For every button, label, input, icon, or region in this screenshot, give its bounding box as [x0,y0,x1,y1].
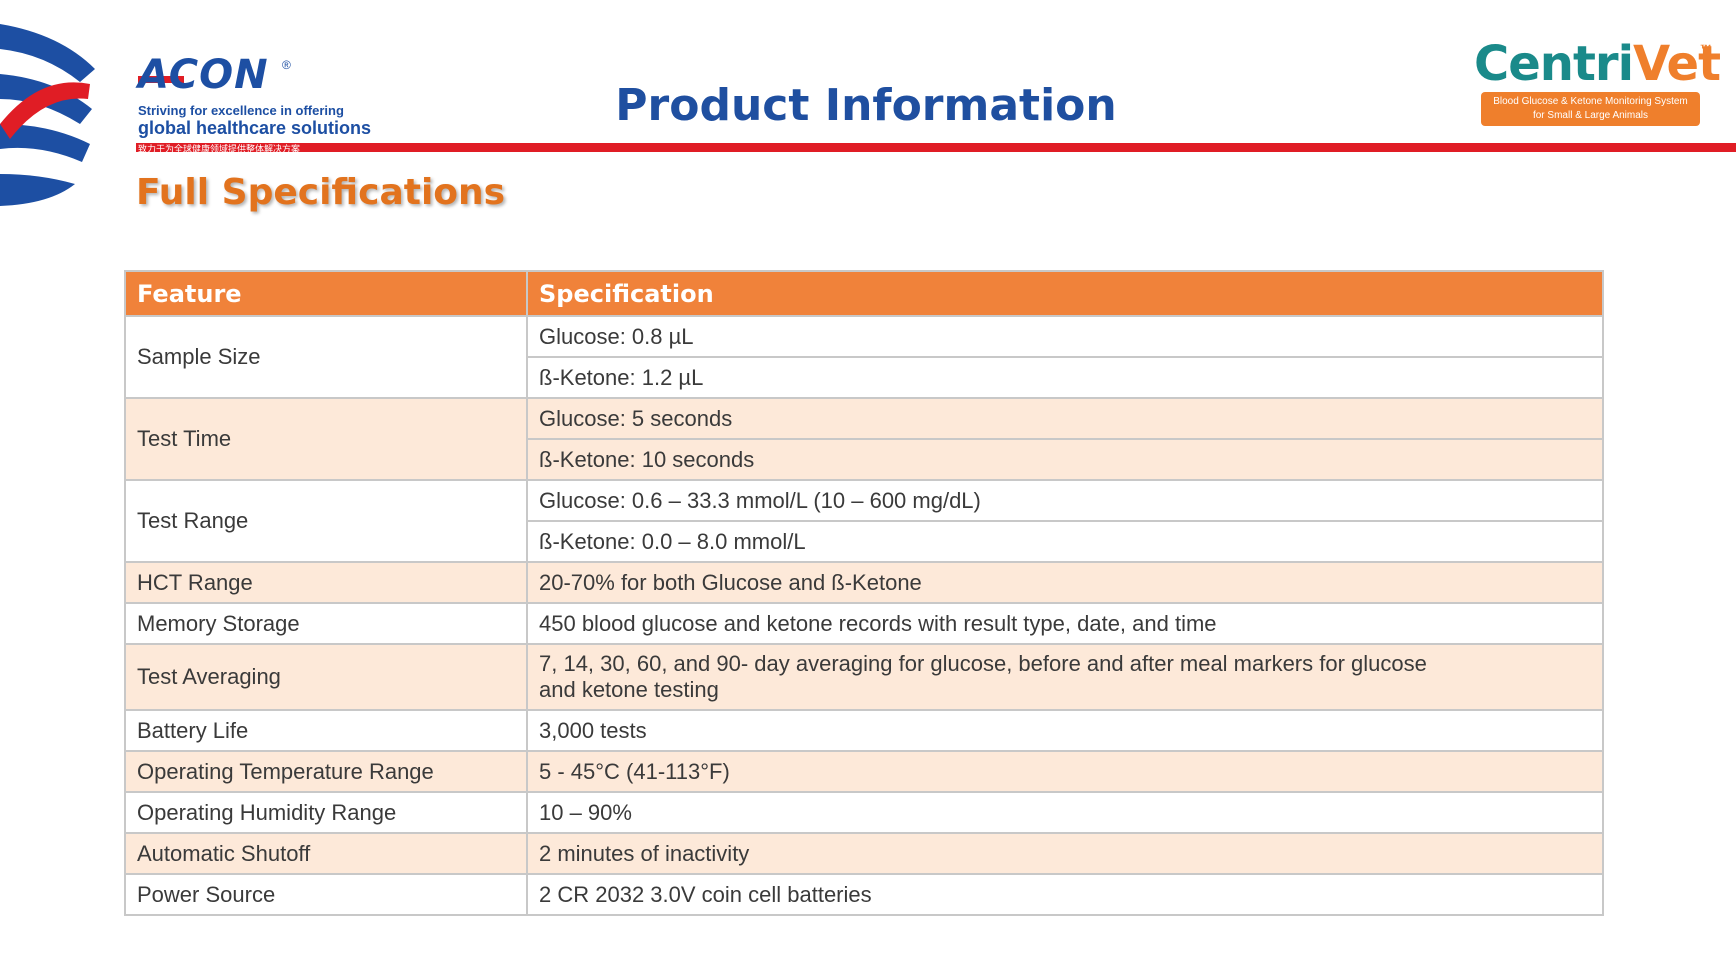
table-row: Automatic Shutoff 2 minutes of inactivity [124,832,1604,875]
spec-cell: 7, 14, 30, 60, and 90- day averaging for… [526,643,1604,711]
swirl-decoration [0,24,95,206]
table-row: Sample Size Glucose: 0.8 µL [124,315,1604,399]
feature-cell: Operating Humidity Range [124,791,528,834]
feature-cell: Automatic Shutoff [124,832,528,875]
trademark: ™ [1700,42,1712,56]
feature-cell: Battery Life [124,709,528,752]
logo-part: Vet [1633,36,1721,92]
header-rule [136,143,1736,152]
registered-mark: ® [282,58,291,72]
table-row: Test Range Glucose: 0.6 – 33.3 mmol/L (10… [124,479,1604,563]
acon-tagline: global healthcare solutions [138,118,372,138]
spec-table: Feature Specification Sample Size Glucose:… [124,270,1604,916]
table-row: ß-Ketone: 0.0 – 8.0 mmol/L [125,520,1604,563]
table-body: Sample Size Glucose: 0.8 µL ß-Ketone: 1.2 … [124,315,1604,916]
table-row: ß-Ketone: 10 seconds [125,438,1604,481]
feature-cell: Power Source [124,873,528,916]
spec-cell: ß-Ketone: 0.0 – 8.0 mmol/L [526,520,1604,563]
spec-cell: Glucose: 0.6 – 33.3 mmol/L (10 – 600 mg/… [526,479,1604,522]
column-header: Specification [526,270,1604,317]
spec-cell: Glucose: 5 seconds [526,397,1604,440]
spec-cell: 2 CR 2032 3.0V coin cell batteries [526,873,1604,916]
tagline-line: Blood Glucose & Ketone Monitoring System [1493,96,1688,107]
spec-cell: 10 – 90% [526,791,1604,834]
column-header: Feature [124,270,528,317]
spec-cell: Glucose: 0.8 µL [526,315,1604,358]
table-row: Test Averaging 7, 14, 30, 60, and 90- day… [124,643,1604,711]
table-row: Memory Storage 450 blood glucose and keto… [124,602,1604,645]
spec-cell: 5 - 45°C (41-113°F) [526,750,1604,793]
table-row: Operating Temperature Range 5 - 45°C (41-… [124,750,1604,793]
feature-cell: Memory Storage [124,602,528,645]
acon-logo: ACON [138,52,269,98]
feature-cell: Operating Temperature Range [124,750,528,793]
logo-part: Centri [1474,36,1634,92]
acon-tagline-cn: 致力于为全球健康领域提供整体解决方案 [138,144,301,154]
table-row: Power Source 2 CR 2032 3.0V coin cell bat… [124,873,1604,916]
spec-cell: ß-Ketone: 10 seconds [526,438,1604,481]
table-row: Battery Life 3,000 tests [124,709,1604,752]
title-text: Product Information [615,80,1117,131]
tagline-line: for Small & Large Animals [1532,110,1649,121]
spec-cell: 3,000 tests [526,709,1604,752]
centrivet-logo: CentriVet [1474,36,1721,92]
table-row: ß-Ketone: 1.2 µL [125,356,1604,399]
section-title: Full Specifications [136,172,506,213]
acon-tagline: Striving for excellence in offering [138,103,344,118]
feature-cell: Test Averaging [124,643,528,711]
feature-cell: HCT Range [124,561,528,604]
spec-cell: ß-Ketone: 1.2 µL [526,356,1604,399]
spec-cell: 20-70% for both Glucose and ß-Ketone [526,561,1604,604]
centrivet-tagline: Blood Glucose & Ketone Monitoring System… [1481,92,1700,126]
feature-cell: Test Time [124,397,528,481]
acon-bar [138,76,184,83]
spec-cell: 2 minutes of inactivity [526,832,1604,875]
table-row: HCT Range 20-70% for both Glucose and ß-K… [124,561,1604,604]
spec-cell: 450 blood glucose and ketone records wit… [526,602,1604,645]
table-row: Operating Humidity Range 10 – 90% [124,791,1604,834]
title: Product Information [0,80,1736,131]
feature-cell: Test Range [124,479,528,563]
table-row: Test Time Glucose: 5 seconds [124,397,1604,481]
header-row: Feature Specification [124,270,1604,317]
feature-cell: Sample Size [124,315,528,399]
